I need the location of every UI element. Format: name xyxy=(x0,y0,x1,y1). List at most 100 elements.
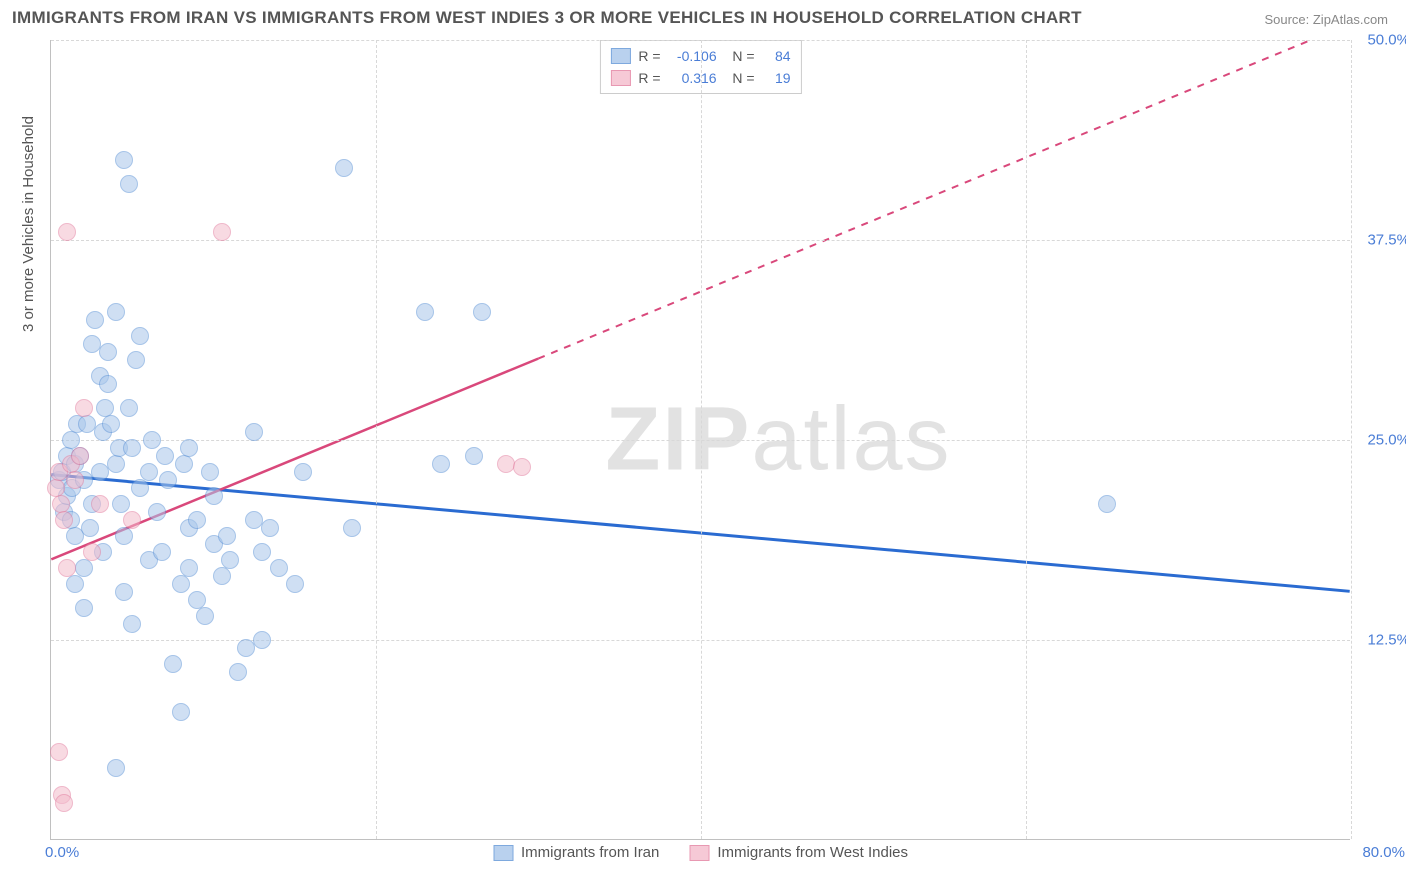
y-tick-label: 12.5% xyxy=(1355,632,1406,649)
plot-area: ZIPatlas R = -0.106 N = 84R = 0.316 N = … xyxy=(50,40,1350,840)
scatter-point xyxy=(66,575,84,593)
scatter-point xyxy=(107,759,125,777)
legend-r-value: -0.106 xyxy=(669,48,717,64)
legend-swatch xyxy=(610,48,630,64)
scatter-point xyxy=(91,495,109,513)
scatter-point xyxy=(123,615,141,633)
scatter-point xyxy=(473,303,491,321)
scatter-point xyxy=(112,495,130,513)
scatter-point xyxy=(91,463,109,481)
scatter-point xyxy=(86,311,104,329)
scatter-point xyxy=(75,399,93,417)
legend-r-value: 0.316 xyxy=(669,70,717,86)
scatter-point xyxy=(497,455,515,473)
scatter-point xyxy=(55,511,73,529)
scatter-point xyxy=(513,458,531,476)
grid-line-v xyxy=(701,40,702,839)
scatter-point xyxy=(62,431,80,449)
scatter-point xyxy=(123,439,141,457)
scatter-point xyxy=(153,543,171,561)
scatter-point xyxy=(107,303,125,321)
legend-swatch xyxy=(689,845,709,861)
legend-n-label: N = xyxy=(725,70,755,86)
y-tick-label: 25.0% xyxy=(1355,432,1406,449)
x-tick-min: 0.0% xyxy=(45,844,79,861)
legend-r-label: R = xyxy=(638,48,660,64)
source-label: Source: ZipAtlas.com xyxy=(1264,12,1388,27)
scatter-point xyxy=(175,455,193,473)
scatter-point xyxy=(115,583,133,601)
y-axis-title: 3 or more Vehicles in Household xyxy=(20,116,37,332)
scatter-point xyxy=(1098,495,1116,513)
scatter-point xyxy=(81,519,99,537)
scatter-point xyxy=(245,423,263,441)
scatter-point xyxy=(71,447,89,465)
series-legend-item: Immigrants from Iran xyxy=(493,844,659,861)
x-tick-max: 80.0% xyxy=(1362,844,1405,861)
scatter-point xyxy=(127,351,145,369)
scatter-point xyxy=(221,551,239,569)
legend-n-value: 84 xyxy=(763,48,791,64)
scatter-point xyxy=(75,559,93,577)
scatter-point xyxy=(120,399,138,417)
scatter-point xyxy=(253,631,271,649)
scatter-point xyxy=(465,447,483,465)
scatter-point xyxy=(123,511,141,529)
scatter-point xyxy=(99,375,117,393)
scatter-point xyxy=(148,503,166,521)
grid-line-v xyxy=(1351,40,1352,839)
y-tick-label: 50.0% xyxy=(1355,32,1406,49)
scatter-point xyxy=(205,487,223,505)
scatter-point xyxy=(107,455,125,473)
scatter-point xyxy=(120,175,138,193)
scatter-point xyxy=(270,559,288,577)
scatter-point xyxy=(50,743,68,761)
scatter-point xyxy=(140,463,158,481)
scatter-point xyxy=(335,159,353,177)
scatter-point xyxy=(180,439,198,457)
legend-n-label: N = xyxy=(725,48,755,64)
scatter-point xyxy=(201,463,219,481)
scatter-point xyxy=(180,559,198,577)
scatter-point xyxy=(115,527,133,545)
y-tick-label: 37.5% xyxy=(1355,232,1406,249)
scatter-point xyxy=(159,471,177,489)
legend-swatch xyxy=(493,845,513,861)
scatter-point xyxy=(229,663,247,681)
scatter-point xyxy=(99,343,117,361)
grid-line-v xyxy=(1026,40,1027,839)
series-legend: Immigrants from Iran Immigrants from West… xyxy=(493,844,908,861)
scatter-point xyxy=(294,463,312,481)
grid-line-v xyxy=(376,40,377,839)
scatter-point xyxy=(66,471,84,489)
scatter-point xyxy=(172,703,190,721)
scatter-point xyxy=(75,599,93,617)
scatter-point xyxy=(213,223,231,241)
scatter-point xyxy=(343,519,361,537)
scatter-point xyxy=(164,655,182,673)
scatter-point xyxy=(196,607,214,625)
series-legend-item: Immigrants from West Indies xyxy=(689,844,908,861)
scatter-point xyxy=(218,527,236,545)
scatter-point xyxy=(213,567,231,585)
scatter-point xyxy=(253,543,271,561)
scatter-point xyxy=(261,519,279,537)
scatter-point xyxy=(432,455,450,473)
scatter-point xyxy=(286,575,304,593)
scatter-point xyxy=(172,575,190,593)
legend-n-value: 19 xyxy=(763,70,791,86)
scatter-point xyxy=(143,431,161,449)
scatter-point xyxy=(102,415,120,433)
scatter-point xyxy=(115,151,133,169)
legend-swatch xyxy=(610,70,630,86)
legend-r-label: R = xyxy=(638,70,660,86)
scatter-point xyxy=(188,511,206,529)
scatter-point xyxy=(83,543,101,561)
scatter-point xyxy=(55,794,73,812)
scatter-point xyxy=(131,327,149,345)
scatter-point xyxy=(131,479,149,497)
scatter-point xyxy=(58,223,76,241)
scatter-point xyxy=(416,303,434,321)
series-legend-label: Immigrants from Iran xyxy=(521,844,659,861)
scatter-point xyxy=(156,447,174,465)
